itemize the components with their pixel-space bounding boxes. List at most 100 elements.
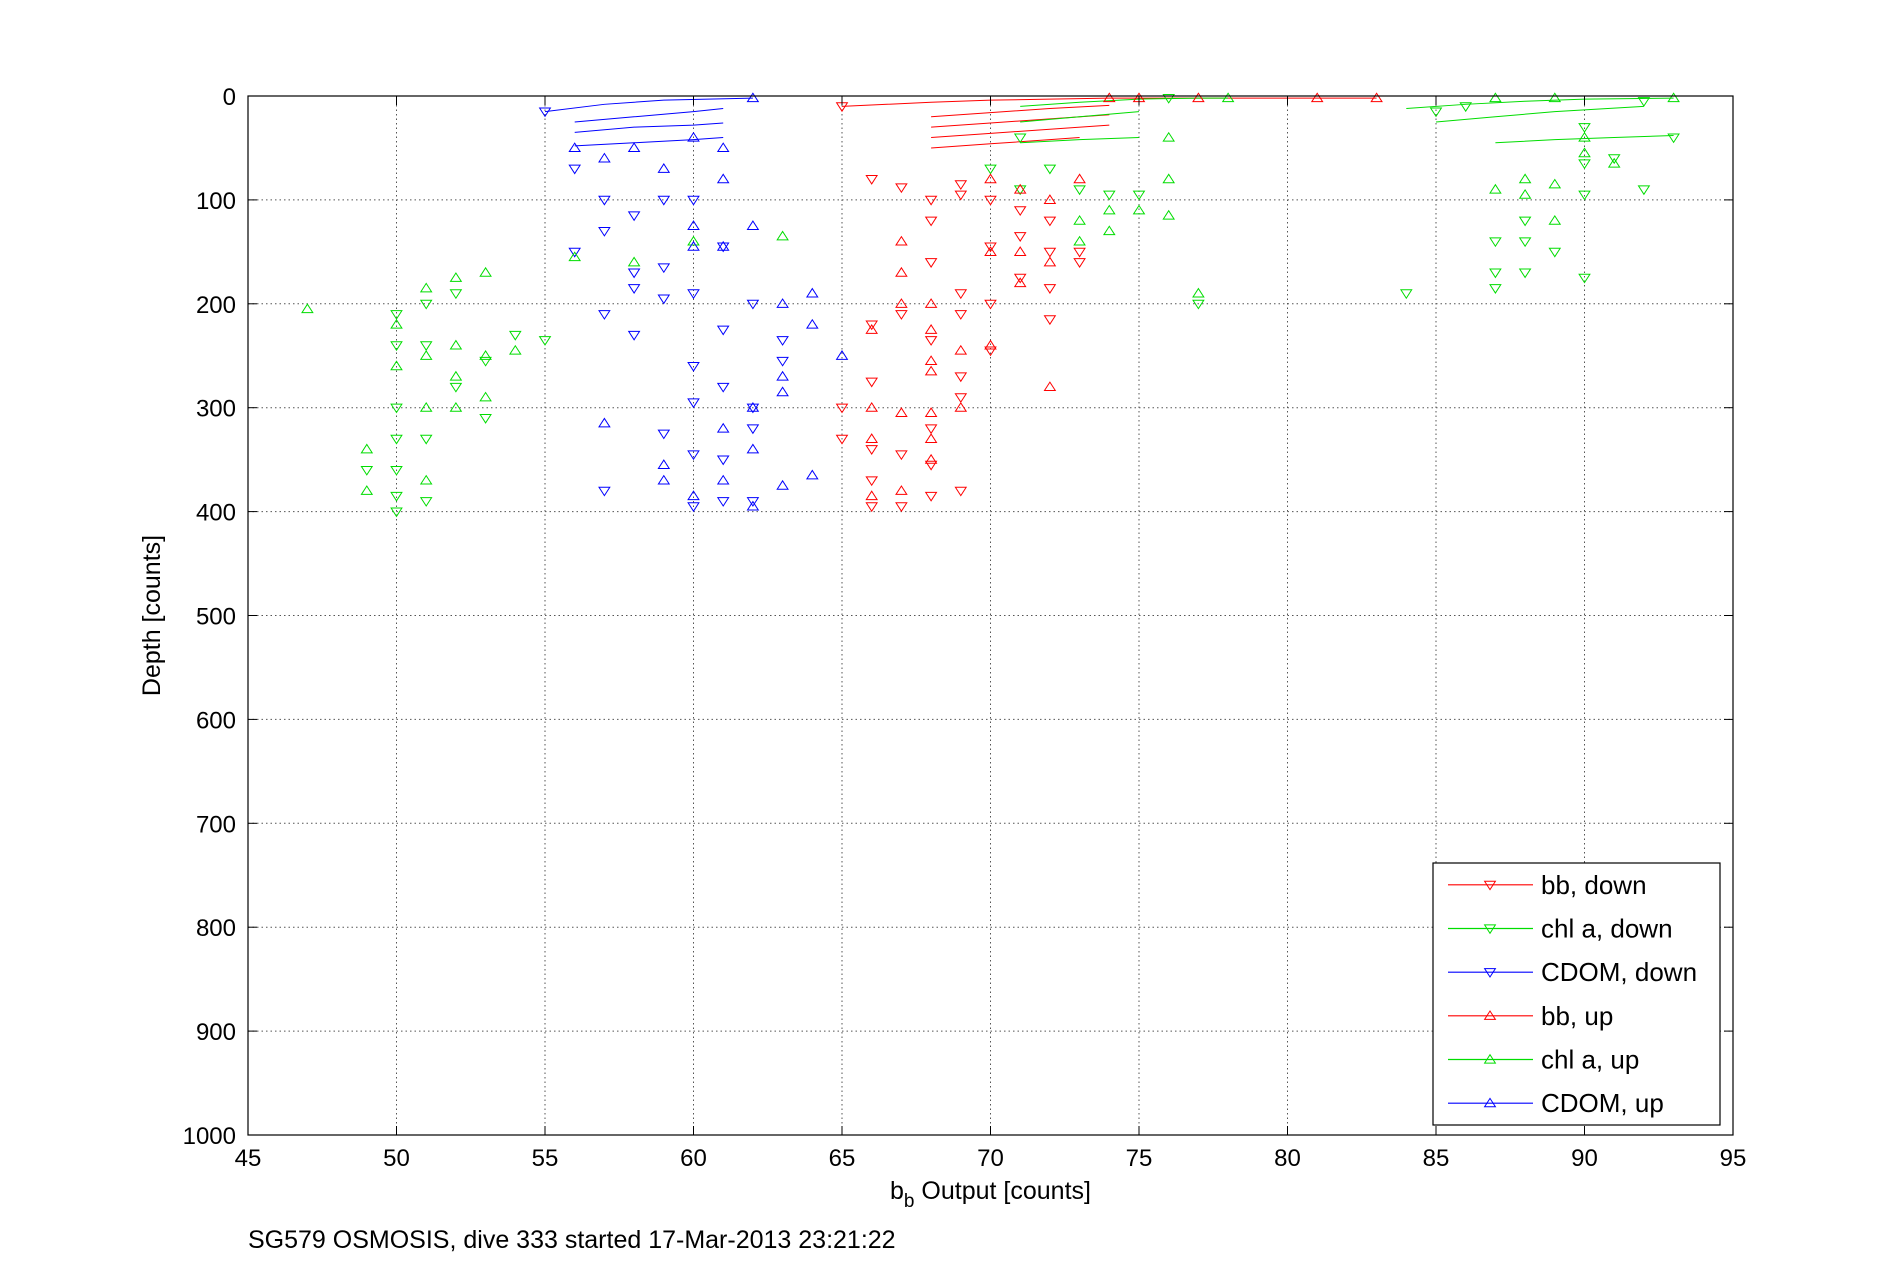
legend-marker (1483, 1097, 1497, 1108)
data-point (746, 500, 760, 511)
data-point (598, 195, 611, 206)
series-chl-a-down (360, 93, 1680, 518)
data-point (627, 330, 641, 341)
data-point (1043, 315, 1057, 326)
x-tick-label: 45 (235, 1145, 262, 1172)
data-point (865, 433, 879, 443)
data-point (984, 299, 997, 310)
data-point (746, 401, 760, 412)
surface-line (574, 107, 724, 123)
data-point (746, 497, 760, 507)
data-point (1429, 107, 1443, 118)
legend-marker (1483, 1010, 1497, 1020)
data-point (390, 310, 403, 320)
data-point (984, 346, 997, 357)
y-tick-label: 0 (223, 84, 236, 111)
data-point (1013, 273, 1027, 284)
data-point (865, 476, 879, 487)
series-cdom-up (568, 92, 849, 511)
data-point (360, 485, 374, 495)
legend-marker (1483, 968, 1497, 978)
data-point (924, 491, 938, 502)
data-point (1162, 131, 1176, 142)
data-point (1132, 190, 1146, 201)
data-point (984, 246, 997, 256)
data-point (924, 195, 938, 206)
data-point (776, 298, 789, 308)
x-tick-label: 80 (1274, 1145, 1301, 1172)
data-point (449, 401, 463, 412)
data-point (1013, 232, 1027, 242)
data-point (1637, 97, 1651, 107)
data-point (390, 341, 403, 352)
data-point (419, 497, 433, 507)
data-point (984, 173, 997, 184)
data-point (1043, 164, 1057, 175)
data-point (538, 107, 552, 118)
data-point (1043, 256, 1057, 267)
data-point (1132, 204, 1146, 215)
data-point (924, 355, 938, 366)
data-point (419, 299, 433, 310)
x-tick-label: 90 (1571, 1145, 1598, 1172)
data-point (746, 443, 760, 454)
data-point (687, 195, 700, 206)
data-point (1073, 173, 1086, 184)
surface-line (1435, 105, 1644, 123)
data-point (568, 164, 582, 175)
data-point (1102, 190, 1116, 201)
data-point (954, 190, 968, 201)
data-point (924, 298, 938, 308)
data-point (598, 486, 611, 497)
data-point (1578, 273, 1591, 284)
data-point (419, 350, 433, 360)
data-point (924, 433, 938, 443)
data-point (1102, 92, 1116, 103)
data-point (835, 434, 849, 445)
data-point (419, 341, 433, 352)
legend-label: CDOM, down (1541, 957, 1697, 987)
data-point (716, 240, 730, 251)
x-axis-label-main: b (890, 1177, 904, 1205)
data-point (449, 370, 463, 381)
surface-line (841, 97, 1377, 107)
y-tick-label: 500 (196, 604, 236, 631)
data-point (865, 401, 879, 412)
x-tick-label: 70 (977, 1145, 1004, 1172)
data-point (776, 370, 789, 381)
data-point (865, 320, 879, 331)
data-point (954, 310, 968, 320)
data-point (776, 479, 789, 490)
data-point (687, 398, 700, 409)
data-point (776, 230, 789, 241)
x-axis-label-rest: Output [counts] (914, 1177, 1091, 1205)
data-point (1607, 154, 1621, 165)
legend-box (1432, 862, 1721, 1126)
data-point (687, 502, 700, 513)
data-point (657, 263, 671, 274)
data-point (1578, 190, 1591, 201)
data-point (924, 365, 938, 376)
data-point (568, 251, 582, 262)
data-point (1489, 92, 1502, 103)
x-tick-label: 95 (1720, 1145, 1747, 1172)
data-point (1518, 173, 1532, 184)
data-point (865, 490, 879, 501)
data-point (716, 173, 730, 184)
data-markers (301, 92, 1680, 518)
data-point (865, 445, 879, 455)
legend-label: CDOM, up (1541, 1088, 1664, 1118)
data-point (746, 403, 760, 414)
data-point (895, 450, 908, 461)
data-point (1043, 247, 1057, 258)
data-point (746, 424, 760, 435)
data-point (954, 486, 968, 497)
data-point (716, 422, 730, 433)
y-tick-label: 800 (196, 915, 236, 942)
data-point (1489, 268, 1502, 279)
data-point (746, 299, 760, 310)
data-point (538, 336, 552, 346)
data-point (449, 382, 463, 393)
data-point (1578, 131, 1591, 142)
data-point (1578, 147, 1591, 158)
